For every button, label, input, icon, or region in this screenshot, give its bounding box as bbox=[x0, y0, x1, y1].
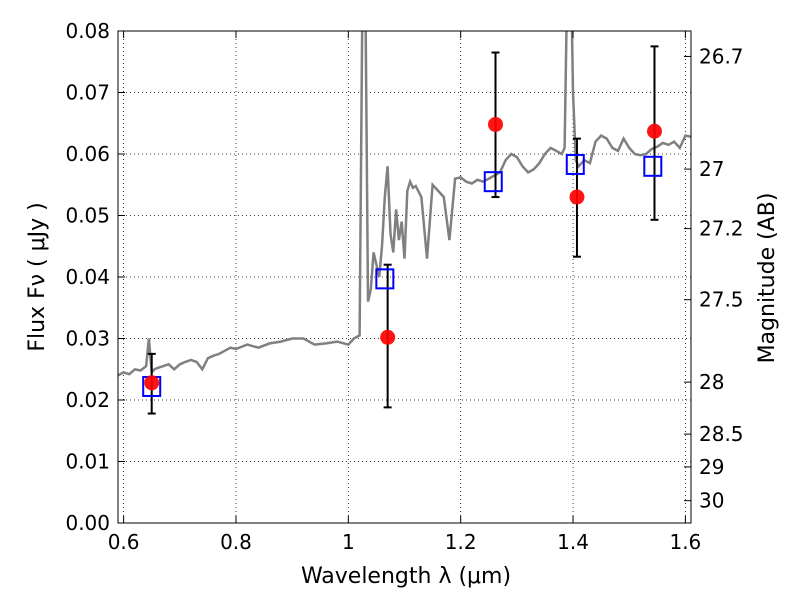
y-tick-label: 0.07 bbox=[65, 81, 110, 105]
right-tick-label: 28 bbox=[699, 370, 724, 394]
right-tick-label: 27.5 bbox=[699, 288, 744, 312]
right-tick-label: 29 bbox=[699, 455, 724, 479]
x-tick-label: 1.4 bbox=[557, 530, 589, 554]
right-tick-label: 27 bbox=[699, 157, 724, 181]
y-tick-label: 0.04 bbox=[65, 265, 110, 289]
model-photometry-square bbox=[483, 171, 503, 193]
model-photometry-square bbox=[565, 153, 585, 175]
observed-flux-point bbox=[380, 329, 396, 345]
x-tick-label: 0.8 bbox=[220, 530, 252, 554]
y-tick-label: 0.06 bbox=[65, 142, 110, 166]
model-spectrum-line bbox=[118, 31, 691, 377]
model-photometry-square bbox=[643, 155, 663, 177]
y-tick-label: 0.03 bbox=[65, 327, 110, 351]
x-axis-label: Wavelength λ (μm) bbox=[301, 564, 511, 589]
y-tick-label: 0.01 bbox=[65, 450, 110, 474]
x-tick-label: 1 bbox=[342, 530, 355, 554]
observed-flux-point bbox=[488, 116, 504, 132]
y-axis-label-left: Flux Fν ( μJy ) bbox=[25, 202, 50, 351]
model-photometry-square bbox=[375, 268, 395, 290]
x-tick-label: 1.6 bbox=[669, 530, 701, 554]
ticks: 0.6 0.8 1 1.2 1.4 1.6 0.00 0.01 0.02 0.03 0.04 0.05… bbox=[65, 19, 743, 554]
series-layer bbox=[118, 31, 691, 415]
plot-frame bbox=[117, 30, 692, 524]
y-tick-label: 0.02 bbox=[65, 388, 110, 412]
observed-flux-point bbox=[144, 375, 160, 391]
x-tick-label: 1.2 bbox=[445, 530, 477, 554]
y-tick-label: 0.08 bbox=[65, 19, 110, 43]
observed-flux-point bbox=[569, 189, 585, 205]
right-tick-label: 28.5 bbox=[699, 422, 744, 446]
right-tick-label: 30 bbox=[699, 489, 724, 513]
y-tick-label: 0.00 bbox=[65, 511, 110, 535]
y-tick-label: 0.05 bbox=[65, 204, 110, 228]
x-tick-label: 0.6 bbox=[108, 530, 140, 554]
grid bbox=[118, 30, 691, 524]
observed-flux-point bbox=[646, 123, 662, 139]
right-tick-label: 26.7 bbox=[699, 44, 744, 68]
y-axis-label-right: Magnitude (AB) bbox=[755, 193, 780, 364]
right-tick-label: 27.2 bbox=[699, 217, 744, 241]
